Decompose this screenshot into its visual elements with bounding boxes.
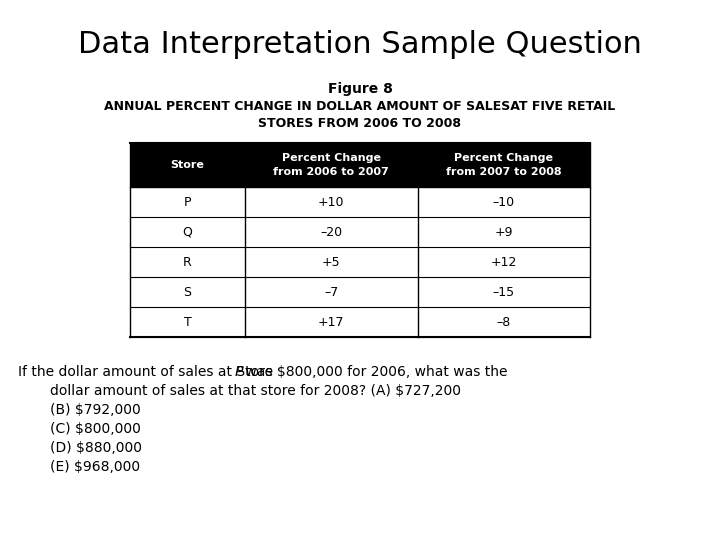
- Bar: [130, 277, 590, 307]
- Text: –10: –10: [492, 195, 515, 208]
- Text: (C) $800,000: (C) $800,000: [50, 422, 141, 436]
- Text: STORES FROM 2006 TO 2008: STORES FROM 2006 TO 2008: [258, 117, 462, 130]
- Text: dollar amount of sales at that store for 2008? (A) $727,200: dollar amount of sales at that store for…: [50, 384, 461, 398]
- Text: R: R: [183, 255, 192, 268]
- Text: Percent Change
from 2007 to 2008: Percent Change from 2007 to 2008: [446, 153, 562, 177]
- Text: +5: +5: [322, 255, 341, 268]
- Text: Store: Store: [171, 160, 204, 170]
- Text: S: S: [184, 286, 192, 299]
- Text: was $800,000 for 2006, what was the: was $800,000 for 2006, what was the: [241, 365, 508, 379]
- Text: Q: Q: [183, 226, 192, 239]
- Text: Data Interpretation Sample Question: Data Interpretation Sample Question: [78, 30, 642, 59]
- Text: P: P: [184, 195, 192, 208]
- Bar: [130, 307, 590, 337]
- Bar: [130, 143, 590, 187]
- Text: –7: –7: [324, 286, 338, 299]
- Text: (E) $968,000: (E) $968,000: [50, 460, 140, 474]
- Bar: [130, 187, 590, 217]
- Text: Percent Change
from 2006 to 2007: Percent Change from 2006 to 2007: [274, 153, 389, 177]
- Text: If the dollar amount of sales at Store: If the dollar amount of sales at Store: [18, 365, 277, 379]
- Bar: [130, 217, 590, 247]
- Text: +10: +10: [318, 195, 344, 208]
- Text: (D) $880,000: (D) $880,000: [50, 441, 142, 455]
- Text: P: P: [235, 365, 243, 379]
- Text: +9: +9: [495, 226, 513, 239]
- Bar: [130, 247, 590, 277]
- Text: –15: –15: [492, 286, 515, 299]
- Text: (B) $792,000: (B) $792,000: [50, 403, 140, 417]
- Text: –20: –20: [320, 226, 342, 239]
- Text: Figure 8: Figure 8: [328, 82, 392, 96]
- Text: –8: –8: [497, 315, 511, 328]
- Text: ANNUAL PERCENT CHANGE IN DOLLAR AMOUNT OF SALESAT FIVE RETAIL: ANNUAL PERCENT CHANGE IN DOLLAR AMOUNT O…: [104, 100, 616, 113]
- Text: T: T: [184, 315, 192, 328]
- Text: +17: +17: [318, 315, 344, 328]
- Text: +12: +12: [490, 255, 517, 268]
